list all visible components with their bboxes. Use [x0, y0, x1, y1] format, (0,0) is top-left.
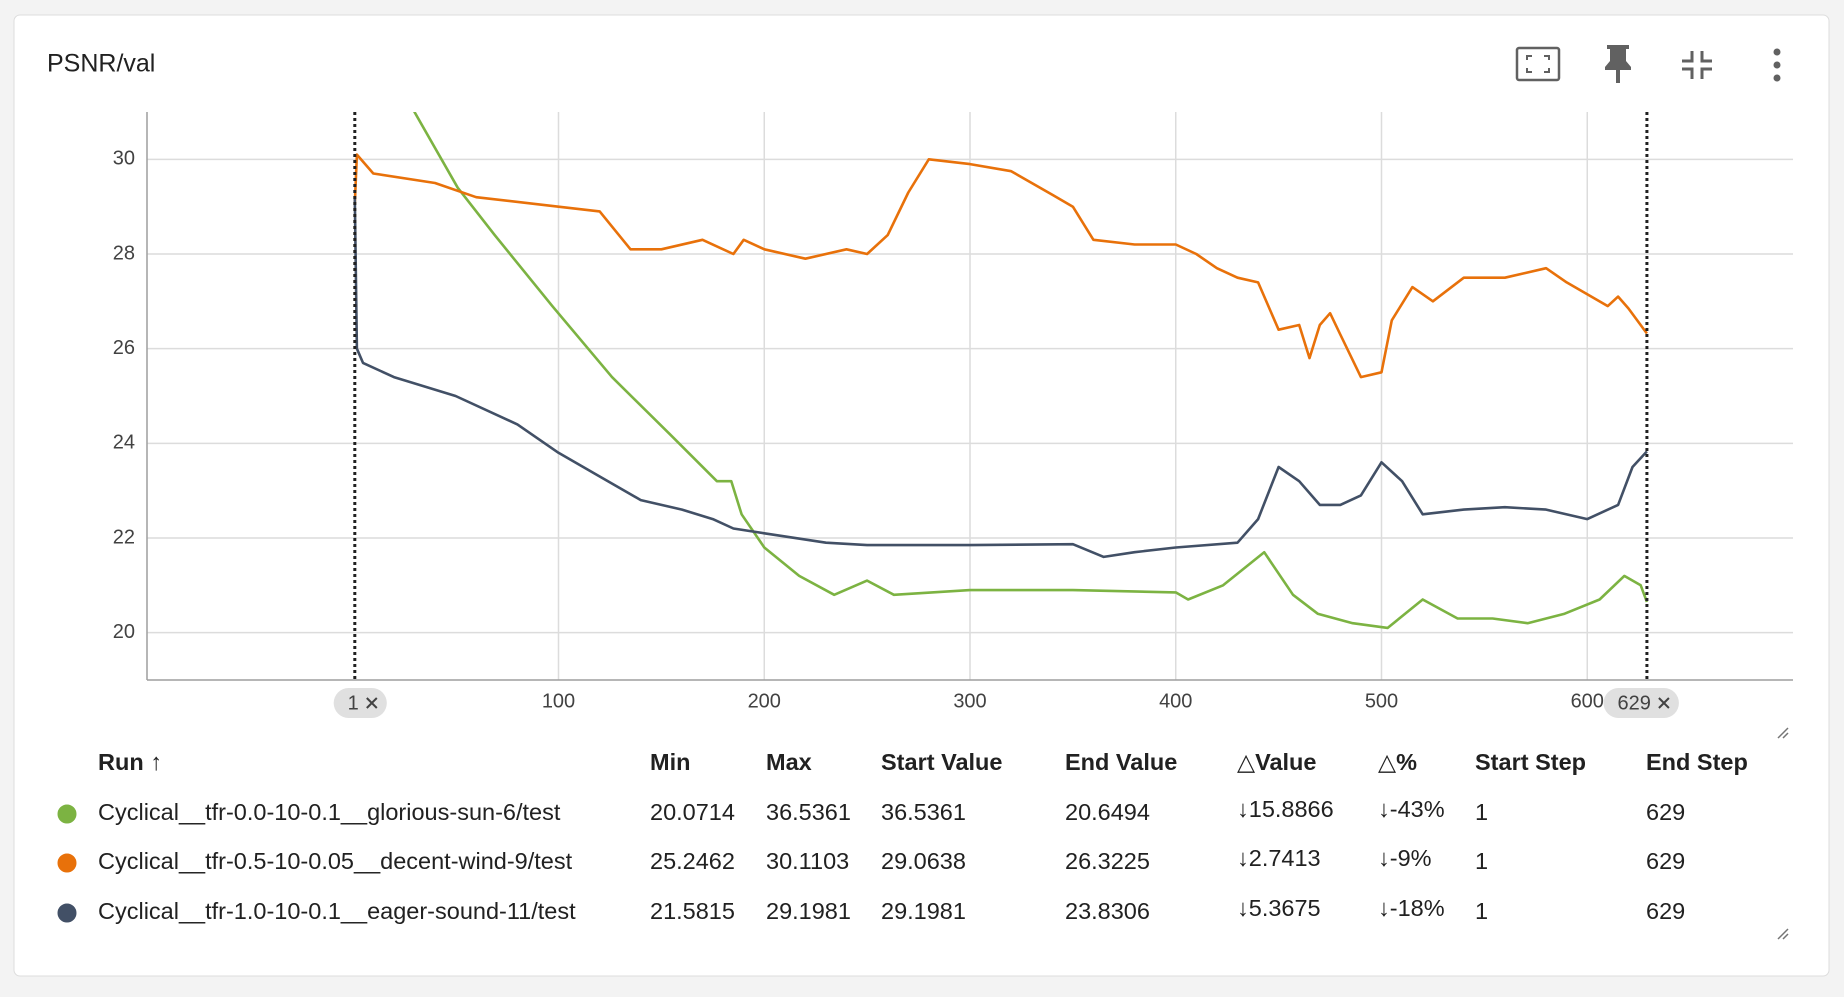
table-cell: 21.5815 [650, 898, 735, 924]
legend-dot [56, 803, 78, 825]
x-tick-label: 400 [1159, 690, 1192, 712]
collapse-icon[interactable] [1682, 51, 1712, 79]
table-cell: 23.8306 [1065, 898, 1150, 924]
table-cell: 20.0714 [650, 799, 735, 825]
marker-remove[interactable] [1658, 697, 1670, 709]
table-header: End Step [1646, 749, 1748, 775]
y-tick-label: 22 [113, 526, 135, 548]
plot-lines [353, 112, 1649, 630]
chart-title: PSNR/val [47, 50, 155, 78]
table-cell: 29.1981 [881, 898, 966, 924]
x-tick-label: 200 [748, 690, 781, 712]
y-tick-label: 20 [113, 621, 135, 643]
table-header: Start Step [1475, 749, 1586, 775]
table-header[interactable]: Run ↑ [98, 749, 162, 775]
table-cell: ↓15.8866 [1237, 796, 1334, 822]
table-cell: 1 [1475, 799, 1488, 825]
table-cell: 25.2462 [650, 848, 735, 874]
table-cell: 629 [1646, 799, 1685, 825]
table-cell: 36.5361 [881, 799, 966, 825]
table-cell: ↓-9% [1378, 845, 1432, 871]
table-cell: ↓5.3675 [1237, 895, 1321, 921]
table-cell: 1 [1475, 848, 1488, 874]
x-tick-label: 100 [542, 690, 575, 712]
table-header: End Value [1065, 749, 1177, 775]
table-cell: 29.0638 [881, 848, 966, 874]
table-cell: 36.5361 [766, 799, 851, 825]
table-cell: 20.6494 [1065, 799, 1150, 825]
card-frame [13, 14, 1830, 977]
grid: 20 22 24 26 28 30 100 200 300 400 500 600 [113, 112, 1793, 712]
marker-label: 629 [1618, 692, 1651, 714]
marker-remove[interactable] [366, 697, 378, 709]
x-tick-label: 600 [1571, 690, 1604, 712]
y-tick-label: 24 [113, 432, 135, 454]
legend-dot [56, 902, 78, 924]
table-cell: 26.3225 [1065, 848, 1150, 874]
legend-dot [56, 852, 78, 874]
table-cell: ↓-43% [1378, 796, 1445, 822]
resize-handle[interactable] [1777, 727, 1789, 739]
y-tick-label: 28 [113, 242, 135, 264]
x-tick-label: 500 [1365, 690, 1398, 712]
table-header: △Value [1237, 749, 1316, 775]
table-header: Min [650, 749, 690, 775]
run-name: Cyclical__tfr-0.0-10-0.1__glorious-sun-6… [98, 799, 561, 825]
table-cell: 1 [1475, 898, 1488, 924]
resize-handle[interactable] [1777, 928, 1789, 940]
run-name: Cyclical__tfr-0.5-10-0.05__decent-wind-9… [98, 848, 573, 874]
table-header: Max [766, 749, 812, 775]
series-line [353, 197, 1648, 559]
table-cell: ↓-18% [1378, 895, 1445, 921]
table-cell: 30.1103 [766, 848, 849, 874]
more-icon[interactable] [1773, 48, 1781, 82]
y-tick-label: 26 [113, 337, 135, 359]
series-line [353, 153, 1648, 379]
table-cell: ↓2.7413 [1237, 845, 1321, 871]
marker-chip [333, 688, 387, 718]
pin-icon[interactable] [1605, 45, 1631, 83]
fit-icon[interactable] [1515, 46, 1561, 82]
overlay: 1 629 [333, 112, 1679, 718]
x-tick-label: 300 [953, 690, 986, 712]
table-cell: 629 [1646, 898, 1685, 924]
y-tick-label: 30 [113, 148, 135, 170]
run-name: Cyclical__tfr-1.0-10-0.1__eager-sound-11… [98, 898, 576, 924]
marker-label: 1 [348, 692, 359, 714]
series-line [413, 112, 1649, 630]
table-cell: 629 [1646, 848, 1685, 874]
marker-chip [1603, 688, 1679, 718]
table-header: Start Value [881, 749, 1002, 775]
table-header: △% [1378, 749, 1417, 775]
table-cell: 29.1981 [766, 898, 851, 924]
